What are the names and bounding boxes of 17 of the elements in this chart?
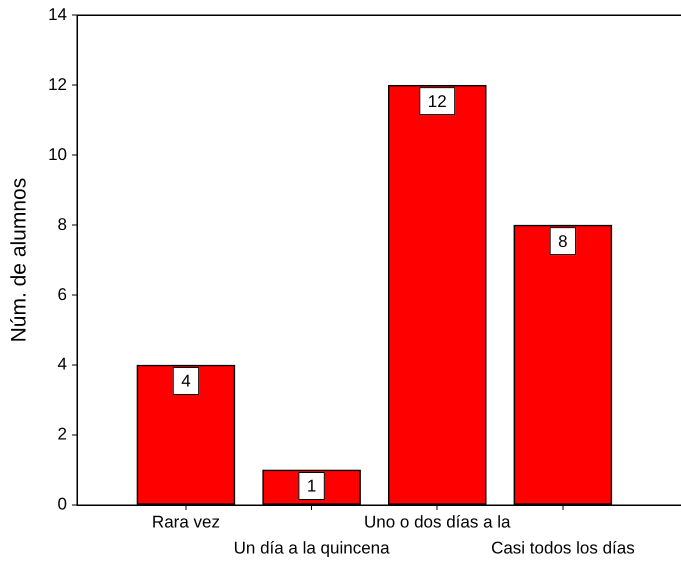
y-tick-label: 2	[58, 424, 67, 444]
y-tick-label: 4	[58, 354, 67, 374]
data-label: 1	[306, 476, 316, 496]
x-tick-label: Un día a la quincena	[234, 538, 390, 558]
y-tick-label: 0	[58, 494, 67, 514]
data-label: 8	[558, 232, 568, 251]
x-tick-label: Casi todos los días	[491, 538, 635, 558]
y-tick-label: 10	[48, 144, 67, 164]
data-label: 12	[428, 92, 447, 111]
y-tick-label: 8	[58, 214, 67, 234]
data-label: 4	[181, 372, 191, 391]
x-tick-label: Uno o dos días a la	[364, 512, 512, 532]
y-tick-label: 6	[58, 284, 67, 304]
y-axis-title: Núm. de alumnos	[7, 178, 30, 342]
y-tick-label: 14	[48, 4, 67, 24]
y-tick-label: 12	[48, 74, 67, 94]
x-tick-label: Rara vez	[152, 512, 220, 532]
